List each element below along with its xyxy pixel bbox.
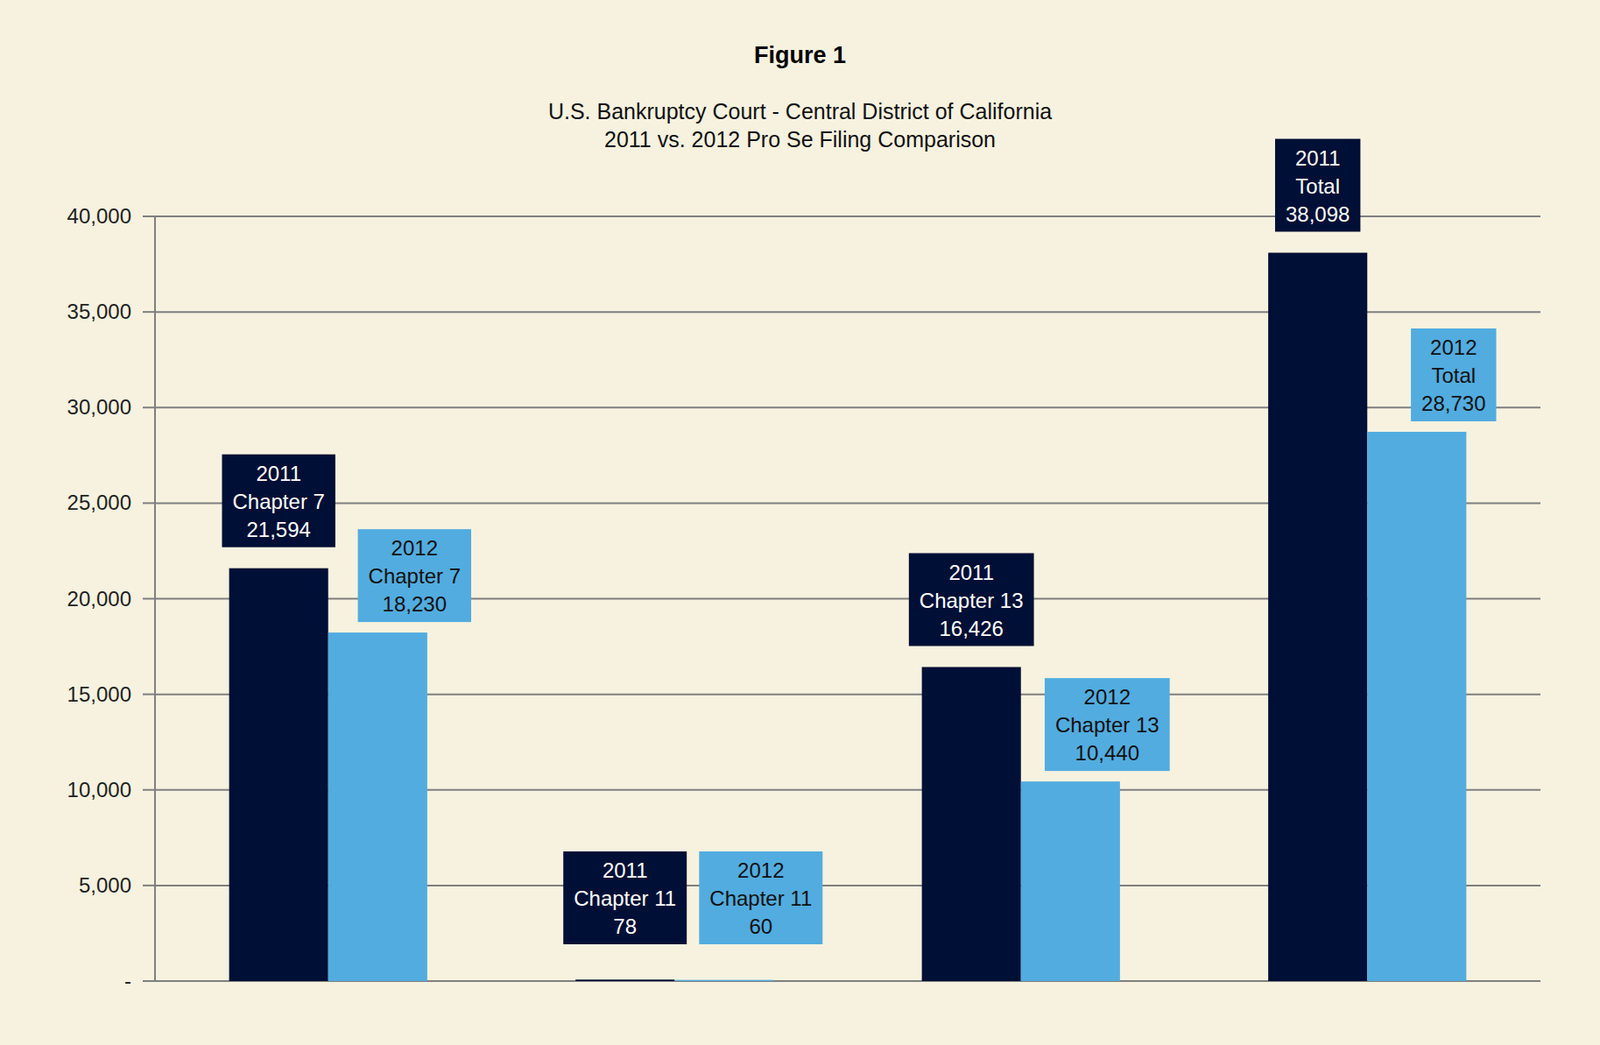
label-box [358, 528, 472, 622]
label-text: Chapter 7 [368, 563, 461, 588]
label-text: Total [1295, 174, 1340, 198]
label-text: 2012 [737, 858, 784, 882]
label-text: Chapter 11 [709, 886, 812, 910]
bar [922, 667, 1022, 981]
data-label: 2012 Total 28,730 [1410, 328, 1496, 422]
label-text: 10,440 [1075, 740, 1140, 765]
label-box [1275, 139, 1361, 233]
label-text: 60 [748, 914, 773, 938]
bar [1268, 253, 1368, 981]
tick-label: 5,000 [78, 873, 132, 897]
tick-mark [142, 693, 156, 696]
label-text: 28,730 [1421, 391, 1486, 416]
y-axis [154, 216, 156, 981]
tick-label: 20,000 [67, 586, 132, 611]
background [0, 0, 1600, 1045]
data-labels: 2011 Chapter 7 21,594 2011 Chapter 11 78 2011 C… [221, 139, 1496, 945]
data-label: 2012 Chapter 13 10,440 [1044, 677, 1171, 771]
data-label: 2011 Chapter 11 78 [563, 851, 687, 945]
data-label: 2012 Chapter 7 18,230 [358, 528, 472, 622]
label-text: 18,230 [382, 592, 447, 616]
label-text: 2012 [1430, 335, 1477, 360]
label-text: 2011 [948, 560, 994, 585]
label-box [1044, 677, 1171, 771]
label-text: 21,594 [246, 517, 311, 542]
data-label: 2011 Chapter 13 16,426 [909, 553, 1035, 647]
tick-label: 15,000 [67, 682, 132, 706]
label-box [1410, 328, 1496, 422]
label-text: 2012 [1084, 684, 1131, 709]
bar [229, 568, 329, 981]
tick-mark [142, 501, 156, 504]
label-text: 2012 [391, 535, 438, 560]
label-text: 16,426 [938, 616, 1003, 641]
tick-mark [142, 789, 156, 791]
subtitle: U.S. Bankruptcy Court - Central District… [548, 98, 1052, 124]
label-text: Total [1430, 363, 1476, 388]
tick-mark [142, 215, 156, 218]
bar [328, 632, 428, 981]
tick-mark [142, 406, 156, 409]
tick-label: 25,000 [67, 490, 132, 515]
tick-mark [142, 884, 156, 887]
label-text: Chapter 11 [573, 886, 677, 910]
label-box [698, 851, 823, 945]
bar [575, 979, 675, 981]
label-text: 78 [613, 914, 637, 938]
bar [674, 979, 774, 981]
subtitle: 2011 vs. 2012 Pro Se Filing Comparison [604, 126, 996, 152]
chart: Figure 1 U.S. Bankruptcy Court - Central … [0, 0, 1600, 1045]
label-box [221, 454, 335, 548]
data-label: 2012 Chapter 11 60 [698, 851, 823, 945]
label-text: 2011 [255, 461, 302, 486]
title: Figure 1 [754, 42, 846, 69]
tick-mark [142, 979, 156, 982]
label-text: Chapter 7 [232, 489, 325, 514]
tick-label: 10,000 [67, 777, 132, 802]
bar [1021, 781, 1121, 981]
bar [1367, 431, 1467, 981]
label-box [563, 851, 687, 945]
bars [229, 253, 1467, 981]
label-text: Chapter 13 [1055, 712, 1160, 737]
label-box [909, 553, 1035, 647]
tick-label: 35,000 [67, 299, 132, 324]
tick-label: 30,000 [67, 394, 132, 419]
label-text: 2011 [1295, 146, 1341, 170]
data-label: 2011 Chapter 7 21,594 [221, 454, 335, 548]
tick-label: - [124, 968, 132, 993]
label-text: 2011 [602, 858, 649, 882]
tick-mark [142, 310, 156, 313]
tick-mark [142, 598, 156, 600]
data-label: 2011 Total 38,098 [1275, 139, 1361, 233]
label-text: Chapter 13 [919, 588, 1024, 613]
label-text: 38,098 [1285, 202, 1350, 226]
tick-label: 40,000 [67, 204, 132, 228]
